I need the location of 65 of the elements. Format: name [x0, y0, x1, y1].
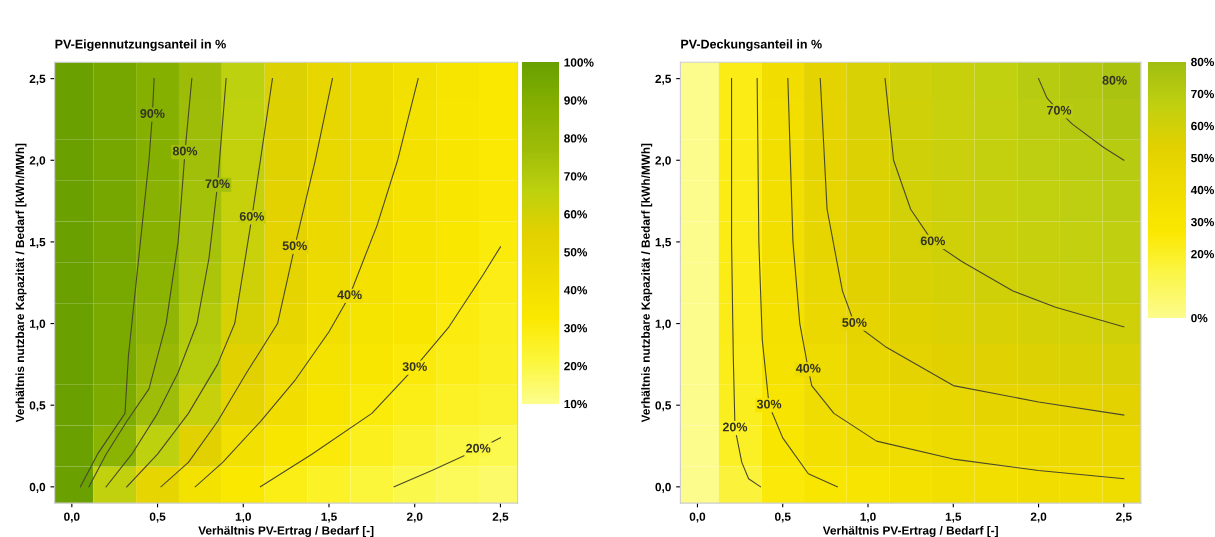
color-bar-label: 50%: [564, 248, 588, 257]
color-bar-label: 70%: [1191, 89, 1215, 99]
annotation: 20%: [722, 422, 748, 432]
annotation: 70%: [1047, 105, 1072, 115]
y-tick-label: 0,0: [29, 482, 46, 493]
chart-title: PV-Deckungsanteil in %: [681, 39, 822, 52]
annotation: 40%: [337, 290, 362, 300]
annotation: 60%: [239, 211, 265, 221]
color-bar-label: 30%: [1190, 217, 1215, 227]
color-bar-label: 0%: [1191, 313, 1208, 323]
x-tick-label: 2,0: [406, 512, 423, 523]
y-axis-title: Verhältnis nutzbare Kapazität / Bedarf [kWh/MWh]: [15, 143, 27, 423]
color-bar-label: 90%: [564, 96, 588, 105]
x-tick-label: 1,5: [945, 512, 962, 523]
x-tick-label: 2,0: [1030, 512, 1047, 523]
x-tick-label: 1,0: [860, 512, 876, 523]
color-bar-label: 60%: [1191, 121, 1215, 131]
y-tick-label: 2,0: [29, 156, 46, 167]
x-tick-label: 1,0: [235, 512, 251, 523]
annotation: 20%: [466, 443, 491, 453]
annotation: 50%: [282, 241, 307, 251]
annotation: 90%: [140, 109, 165, 118]
y-tick-label: 1,0: [655, 319, 671, 330]
color-bar-label: 50%: [1191, 153, 1215, 163]
x-tick-label: 0,5: [774, 512, 791, 523]
color-bar-label: 20%: [564, 361, 588, 371]
annotation: 70%: [205, 179, 230, 189]
x-tick-label: 2,5: [492, 512, 509, 523]
y-tick-label: 2,5: [29, 74, 46, 85]
annotation: 80%: [1102, 75, 1127, 85]
x-axis-title: Verhältnis PV-Ertrag / Bedarf [-]: [198, 525, 374, 537]
y-tick-label: 0,0: [655, 482, 671, 493]
color-bar-label: 30%: [564, 323, 588, 333]
annotation: 40%: [795, 363, 821, 373]
chart-title: PV-Eigennutzungsanteil in %: [55, 39, 226, 52]
color-bar-label: 70%: [564, 172, 588, 181]
y-tick-label: 1,0: [29, 319, 46, 330]
y-tick-label: 2,0: [655, 156, 671, 167]
color-bar-label: 80%: [1191, 57, 1215, 67]
color-bar-label: 10%: [564, 399, 588, 409]
y-tick-label: 0,5: [29, 401, 46, 412]
y-tick-label: 2,5: [655, 74, 672, 85]
x-tick-label: 0,0: [64, 512, 80, 523]
color-bar-label: 80%: [564, 134, 588, 143]
y-axis-title: Verhältnis nutzbare Kapazität / Bedarf [kWh/MWh]: [641, 143, 653, 423]
annotation: 50%: [842, 318, 867, 327]
annotation: 30%: [756, 399, 782, 409]
x-tick-label: 2,5: [1116, 512, 1132, 523]
color-bar-label: 40%: [1190, 185, 1215, 195]
color-bar-label: 20%: [1191, 249, 1215, 259]
annotation: 80%: [172, 146, 198, 156]
annotation: 30%: [402, 362, 427, 372]
x-axis-title: Verhältnis PV-Ertrag / Bedarf [-]: [822, 525, 998, 537]
y-tick-label: 0,5: [655, 401, 672, 412]
y-tick-label: 1,5: [29, 238, 46, 249]
x-tick-label: 0,5: [149, 512, 166, 523]
color-bar-label: 40%: [563, 286, 588, 295]
color-bar-label: 60%: [564, 210, 588, 219]
x-tick-label: 1,5: [321, 512, 337, 523]
line-series: [126, 78, 273, 488]
annotation: 60%: [920, 236, 945, 246]
x-tick-label: 0,0: [689, 512, 706, 523]
color-bar-label: 100%: [564, 58, 594, 67]
line-series: [756, 78, 838, 488]
y-tick-label: 1,5: [655, 238, 672, 249]
